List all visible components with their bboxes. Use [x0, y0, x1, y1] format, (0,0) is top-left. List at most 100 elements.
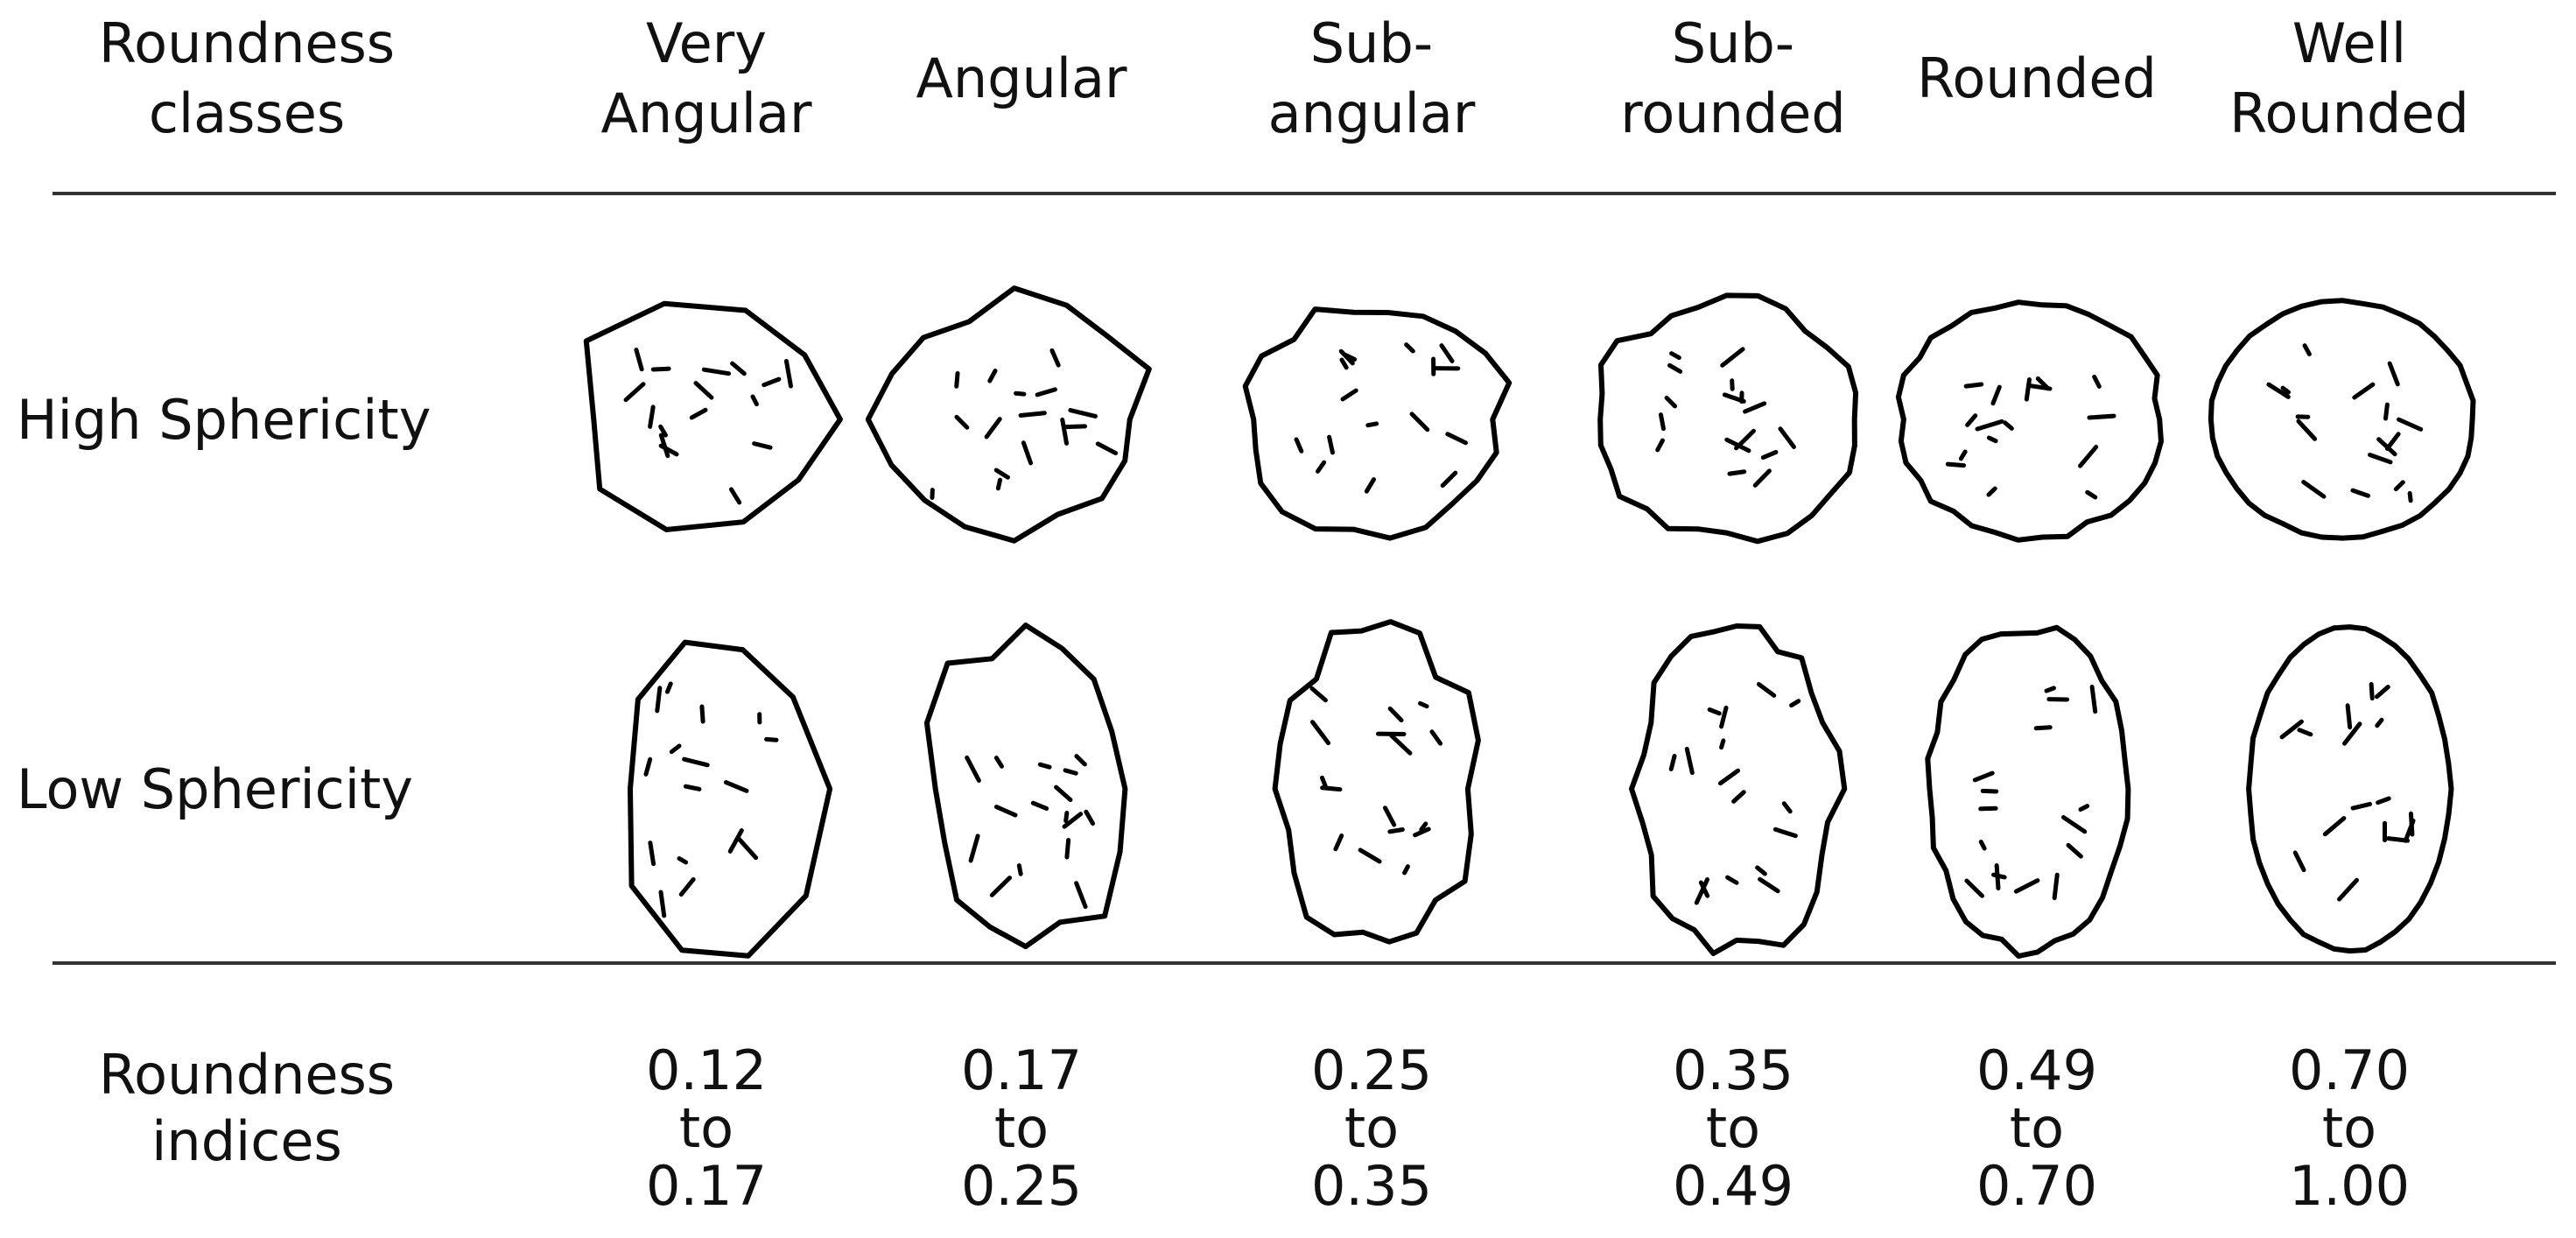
- grain-texture: [1095, 441, 1119, 456]
- grain-texture: [1365, 421, 1379, 428]
- grain-texture: [1389, 733, 1413, 756]
- grain-texture: [1719, 738, 1726, 750]
- grain-texture: [1419, 821, 1428, 833]
- grain-texture: [1958, 449, 1968, 461]
- column-name: Very: [646, 11, 767, 75]
- grain-texture: [2387, 361, 2400, 387]
- column-name: Well: [2292, 11, 2406, 75]
- grain-texture: [1669, 351, 1681, 361]
- grain-texture: [2301, 480, 2327, 499]
- grain-texture: [1445, 432, 1468, 446]
- grain-texture: [736, 836, 759, 861]
- grain-texture: [723, 780, 749, 793]
- header-label: Roundness: [99, 11, 395, 75]
- grain-texture: [655, 686, 663, 714]
- column-name: rounded: [1620, 81, 1846, 145]
- grain-texture: [2407, 490, 2413, 503]
- grain-texture: [1413, 827, 1431, 838]
- grain-texture: [1074, 881, 1088, 910]
- grain-texture: [648, 404, 656, 429]
- grain-texture: [762, 376, 782, 388]
- column-name: Angular: [916, 46, 1127, 110]
- grain-texture: [965, 755, 981, 784]
- grain-texture: [2044, 686, 2057, 693]
- grain-texture: [1667, 362, 1683, 374]
- grain-texture: [2337, 877, 2359, 902]
- column-name: Rounded: [1917, 46, 2157, 110]
- grain-texture: [1018, 411, 1047, 419]
- grain-texture: [993, 468, 1010, 480]
- grain-texture: [1717, 768, 1741, 786]
- grain-texture: [2322, 816, 2347, 837]
- grain-texture: [2367, 452, 2393, 465]
- grain-texture: [693, 381, 714, 400]
- grain-texture: [658, 890, 667, 918]
- grain-texture: [1975, 419, 2004, 432]
- grain-texture: [2085, 489, 2098, 500]
- grain-texture: [2279, 719, 2304, 740]
- grain-outline: [1597, 292, 1859, 545]
- grain-outline: [1895, 299, 2164, 543]
- grain-texture: [993, 756, 1004, 769]
- grain-outline: [1925, 624, 2131, 959]
- grain-texture: [1310, 720, 1331, 746]
- roundness-index: to: [1706, 1096, 1760, 1160]
- row-label: Low Sphericity: [17, 757, 413, 821]
- grain-texture: [1037, 762, 1052, 770]
- grain-texture: [1727, 469, 1747, 476]
- grain-texture: [664, 681, 673, 694]
- grain-texture: [1344, 353, 1358, 362]
- grain-texture: [750, 394, 759, 407]
- grain-texture: [2024, 376, 2032, 402]
- grain-texture: [1760, 449, 1779, 461]
- grain-texture: [689, 407, 708, 420]
- grain-texture: [1684, 746, 1695, 776]
- grain-texture: [634, 348, 644, 372]
- grain-texture: [1063, 424, 1088, 430]
- grain-texture: [1731, 790, 1746, 804]
- grain-texture: [2383, 402, 2390, 421]
- grain-texture: [989, 876, 1013, 897]
- grain-texture: [1965, 413, 1978, 427]
- grain-texture: [2078, 804, 2090, 812]
- grain-outline: [2207, 298, 2476, 541]
- grain-texture: [1418, 700, 1429, 709]
- grain-texture: [2052, 872, 2060, 901]
- grain-texture: [1720, 347, 1745, 368]
- roundness-index: to: [2322, 1096, 2376, 1160]
- grain-texture: [2396, 417, 2424, 432]
- roundness-index: 1.00: [2289, 1154, 2410, 1218]
- grain-texture: [1945, 461, 1967, 468]
- column-name: Sub-: [1672, 11, 1794, 75]
- grain-texture: [995, 477, 1002, 491]
- grain-texture: [2393, 480, 2405, 492]
- grain-texture: [1758, 876, 1780, 894]
- grain-texture: [1387, 706, 1404, 723]
- grain-texture: [1743, 401, 1767, 414]
- grain-texture: [2092, 374, 2102, 389]
- grain-texture: [2089, 685, 2098, 714]
- grain-texture: [2369, 681, 2375, 701]
- grain-texture: [1382, 805, 1397, 827]
- grain-texture: [682, 756, 710, 768]
- grain-texture: [783, 358, 793, 389]
- roundness-index: 0.17: [646, 1154, 767, 1218]
- grain-texture: [2302, 343, 2312, 356]
- grain-texture: [2345, 703, 2353, 730]
- grain-texture: [1986, 486, 1997, 497]
- column-name: Angular: [600, 81, 812, 145]
- grain-texture: [1339, 357, 1349, 370]
- grain-texture: [2266, 382, 2291, 399]
- grain-texture: [2352, 382, 2376, 400]
- grain-texture: [2384, 432, 2401, 451]
- grain-outline: [923, 623, 1128, 950]
- grain-outline: [2246, 624, 2454, 954]
- grain-texture: [648, 841, 656, 867]
- grain-texture: [1990, 384, 2002, 406]
- grain-texture: [1707, 707, 1722, 716]
- grain-texture: [1387, 827, 1405, 834]
- grain-texture: [699, 704, 705, 724]
- grain-texture: [683, 784, 702, 791]
- grain-texture: [678, 876, 696, 897]
- roundness-index: 0.70: [1976, 1154, 2097, 1218]
